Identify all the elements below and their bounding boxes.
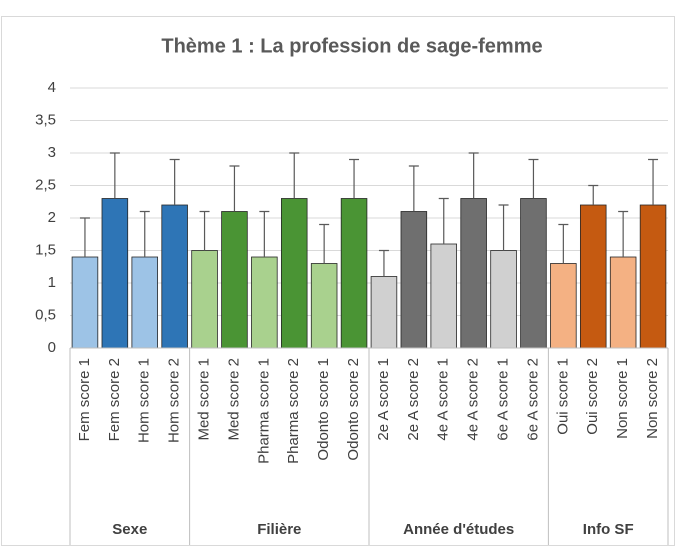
- x-tick-label: Oui score 2: [584, 358, 601, 435]
- x-tick-label: Fem score 1: [76, 358, 93, 441]
- error-bar: [319, 223, 330, 264]
- error-bar: [498, 204, 509, 251]
- bar: [520, 198, 547, 349]
- bar: [460, 198, 487, 349]
- error-bar: [109, 152, 120, 199]
- x-tick-label: 6e A score 1: [495, 358, 512, 441]
- group-label: Année d'études: [403, 521, 514, 538]
- bar: [609, 256, 637, 349]
- y-tick-label: 0,5: [35, 306, 56, 323]
- group-label: Filière: [257, 521, 301, 538]
- group-label: Info SF: [583, 521, 634, 538]
- x-tick-label: Med score 1: [196, 358, 213, 441]
- x-tick-label: 6e A score 2: [524, 358, 541, 441]
- group-label: Sexe: [112, 521, 147, 538]
- x-tick-label: Non score 1: [614, 358, 631, 439]
- x-tick-label: Odonto score 2: [345, 358, 362, 461]
- y-tick-label: 2,5: [35, 176, 56, 193]
- bar: [221, 211, 248, 349]
- error-bar: [289, 152, 300, 199]
- bar: [251, 256, 278, 349]
- bar: [370, 276, 398, 349]
- chart-title: Thème 1 : La profession de sage-femme: [161, 35, 542, 57]
- x-tick-label: 2e A score 1: [375, 358, 392, 441]
- error-bar: [408, 165, 419, 212]
- error-bar: [558, 223, 569, 264]
- bar: [161, 204, 188, 349]
- y-tick-label: 4: [48, 79, 56, 96]
- error-bar: [438, 197, 449, 244]
- y-tick-label: 1: [48, 274, 56, 291]
- error-bar: [349, 158, 360, 199]
- error-bar: [528, 158, 539, 199]
- x-tick-label: 4e A score 1: [435, 358, 452, 441]
- error-bar: [468, 152, 479, 199]
- bar: [280, 198, 308, 349]
- bar: [639, 204, 667, 349]
- x-tick-label: Med score 2: [225, 358, 242, 441]
- x-tick-label: Hom score 2: [166, 358, 183, 443]
- bar: [191, 250, 218, 349]
- x-tick-label: Oui score 1: [554, 358, 571, 435]
- x-tick-label: Pharma score 1: [255, 358, 272, 464]
- x-tick-label: Hom score 1: [136, 358, 153, 443]
- bar: [400, 211, 428, 349]
- bar: [131, 256, 159, 349]
- error-bar: [79, 217, 90, 257]
- error-bar: [169, 158, 180, 205]
- y-tick-label: 3,5: [35, 111, 56, 128]
- bar: [490, 250, 517, 349]
- x-tick-label: 2e A score 2: [405, 358, 422, 441]
- bar: [101, 198, 129, 349]
- error-bar: [199, 210, 210, 251]
- y-tick-label: 0: [48, 339, 56, 356]
- y-tick-label: 2: [48, 209, 56, 226]
- bar: [340, 198, 368, 349]
- error-bar: [139, 210, 150, 257]
- bar: [579, 204, 607, 349]
- error-bar: [259, 210, 270, 257]
- y-tick-label: 3: [48, 144, 56, 161]
- x-tick-label: Fem score 2: [106, 358, 123, 441]
- bar: [550, 263, 577, 349]
- x-tick-label: 4e A score 2: [465, 358, 482, 441]
- error-bar: [648, 158, 659, 205]
- bar: [310, 263, 338, 349]
- bar: [71, 256, 99, 349]
- error-bar: [229, 165, 240, 212]
- error-bar: [588, 184, 599, 205]
- error-bar: [618, 210, 629, 257]
- bar: [430, 243, 458, 349]
- x-tick-label: Pharma score 2: [285, 358, 302, 464]
- y-tick-label: 1,5: [35, 241, 56, 258]
- x-tick-label: Odonto score 1: [315, 358, 332, 461]
- error-bar: [378, 249, 389, 277]
- x-tick-label: Non score 2: [644, 358, 661, 439]
